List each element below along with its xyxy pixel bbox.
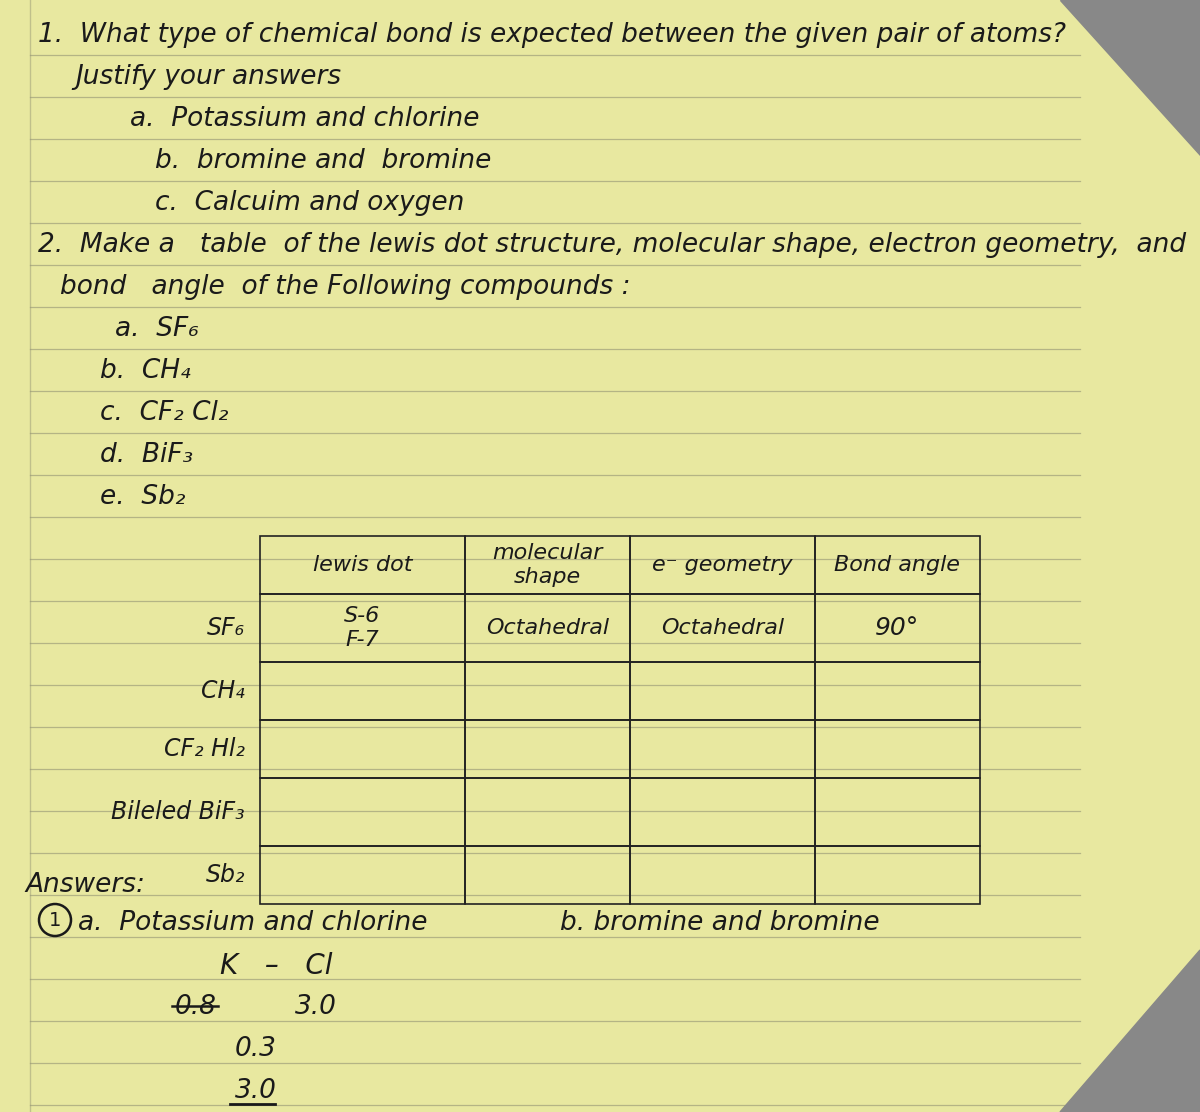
Text: 0.8: 0.8 xyxy=(175,994,217,1020)
Text: Bond angle: Bond angle xyxy=(834,555,960,575)
Text: lewis dot: lewis dot xyxy=(313,555,413,575)
Bar xyxy=(260,719,466,778)
Text: CF₂ Hl₂: CF₂ Hl₂ xyxy=(164,737,245,761)
Text: K   –   Cl: K – Cl xyxy=(220,952,332,980)
Text: Justify your answers: Justify your answers xyxy=(74,64,341,90)
Bar xyxy=(260,662,466,719)
Bar xyxy=(260,778,466,846)
Text: molecular
shape: molecular shape xyxy=(492,544,602,587)
Text: Bileled BiF₃: Bileled BiF₃ xyxy=(112,800,245,824)
Text: 1.  What type of chemical bond is expected between the given pair of atoms?: 1. What type of chemical bond is expecte… xyxy=(38,22,1066,48)
Bar xyxy=(630,662,815,719)
Text: a.  Potassium and chlorine: a. Potassium and chlorine xyxy=(78,910,427,936)
Bar xyxy=(815,719,980,778)
Text: e⁻ geometry: e⁻ geometry xyxy=(653,555,793,575)
Bar xyxy=(260,594,466,662)
Bar xyxy=(815,536,980,594)
Text: 90°: 90° xyxy=(875,616,919,641)
Bar xyxy=(630,536,815,594)
Bar xyxy=(630,778,815,846)
Text: c.  Calcuim and oxygen: c. Calcuim and oxygen xyxy=(155,190,464,216)
Bar xyxy=(815,846,980,904)
Text: b.  CH₄: b. CH₄ xyxy=(100,358,191,384)
Text: CH₄: CH₄ xyxy=(202,679,245,703)
Bar xyxy=(630,846,815,904)
Bar xyxy=(466,719,630,778)
Bar xyxy=(260,536,466,594)
Text: 2.  Make a   table  of the lewis dot structure, molecular shape, electron geomet: 2. Make a table of the lewis dot structu… xyxy=(38,232,1186,258)
Bar xyxy=(815,662,980,719)
Text: b.  bromine and  bromine: b. bromine and bromine xyxy=(155,148,491,173)
Bar xyxy=(466,846,630,904)
Text: Answers:: Answers: xyxy=(25,872,145,898)
Bar xyxy=(630,719,815,778)
Text: bond   angle  of the Following compounds :: bond angle of the Following compounds : xyxy=(60,274,630,300)
Text: b. bromine and bromine: b. bromine and bromine xyxy=(560,910,880,936)
Text: c.  CF₂ Cl₂: c. CF₂ Cl₂ xyxy=(100,400,228,426)
Text: Octahedral: Octahedral xyxy=(486,618,610,638)
Bar xyxy=(466,594,630,662)
Polygon shape xyxy=(1060,950,1200,1112)
Text: e.  Sb₂: e. Sb₂ xyxy=(100,484,186,510)
Bar xyxy=(260,846,466,904)
Text: 3.0: 3.0 xyxy=(295,994,337,1020)
Text: Octahedral: Octahedral xyxy=(661,618,784,638)
Text: a.  SF₆: a. SF₆ xyxy=(115,316,199,342)
Text: Sb₂: Sb₂ xyxy=(205,863,245,887)
Bar xyxy=(815,594,980,662)
Text: 3.0: 3.0 xyxy=(235,1078,277,1104)
Polygon shape xyxy=(1060,0,1200,155)
Text: a.  Potassium and chlorine: a. Potassium and chlorine xyxy=(130,106,480,132)
Text: S-6
F-7: S-6 F-7 xyxy=(344,606,380,649)
Bar xyxy=(466,536,630,594)
Text: d.  BiF₃: d. BiF₃ xyxy=(100,441,193,468)
Bar xyxy=(815,778,980,846)
Bar xyxy=(630,594,815,662)
Text: 1: 1 xyxy=(49,911,61,930)
Bar xyxy=(466,662,630,719)
Text: 0.3: 0.3 xyxy=(235,1036,277,1062)
Bar xyxy=(466,778,630,846)
Text: SF₆: SF₆ xyxy=(206,616,245,641)
